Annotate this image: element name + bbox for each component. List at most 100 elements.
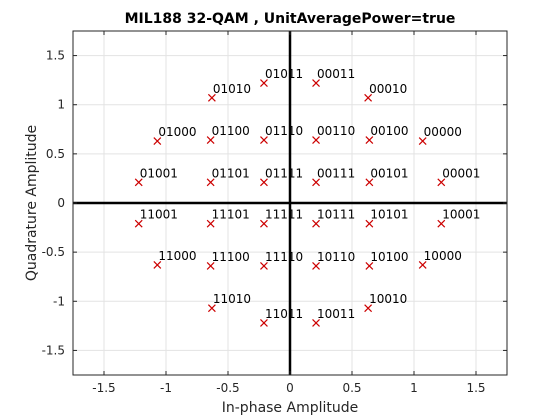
x-tick-label: 0 — [286, 381, 294, 395]
point-label: 11110 — [265, 250, 303, 264]
y-tick-label: 1 — [57, 98, 65, 112]
x-tick-label: -0.5 — [216, 381, 239, 395]
constellation-point-10010: 10010 — [364, 292, 407, 313]
plot-frame — [72, 30, 508, 376]
y-tick-label: -0.5 — [42, 245, 65, 259]
point-label: 10110 — [317, 250, 355, 264]
constellation-point-10101: 10101 — [365, 208, 409, 228]
point-label: 11010 — [213, 292, 251, 306]
constellation-point-01011: 01011 — [260, 67, 303, 88]
constellation-point-00010: 00010 — [364, 82, 407, 102]
x-marker-stroke — [206, 178, 215, 187]
x-marker-stroke — [206, 136, 215, 145]
x-marker-stroke — [418, 260, 427, 269]
x-marker-stroke — [207, 93, 216, 102]
x-tick-label: 1 — [410, 381, 418, 395]
y-tick-label: 1.5 — [46, 49, 65, 63]
y-tick-label: 0.5 — [46, 147, 65, 161]
constellation-point-11101: 11101 — [206, 208, 250, 228]
point-label: 11000 — [158, 249, 196, 263]
x-marker-stroke — [312, 136, 320, 145]
point-label: 10001 — [442, 208, 480, 222]
data-points: 00000 00001 00010 00011 00100 00101 00110 00111… — [134, 67, 480, 327]
x-axis-title: In-phase Amplitude — [222, 400, 359, 416]
point-label: 10100 — [370, 250, 408, 264]
point-label: 00000 — [424, 125, 462, 139]
point-label: 01001 — [140, 166, 178, 180]
constellation-point-01100: 01100 — [206, 124, 250, 145]
y-axis-title: Quadrature Amplitude — [24, 125, 40, 281]
point-label: 00110 — [317, 124, 355, 138]
constellation-point-10001: 10001 — [437, 208, 480, 228]
x-tick-label: 0.5 — [342, 381, 361, 395]
point-label: 11101 — [212, 208, 250, 222]
constellation-point-01000: 01000 — [153, 125, 197, 146]
x-marker-stroke — [364, 304, 373, 313]
constellation-point-00110: 00110 — [312, 124, 355, 145]
y-tick-label: 0 — [57, 196, 65, 210]
point-label: 00100 — [370, 124, 408, 138]
x-marker-stroke — [260, 79, 268, 88]
constellation-point-01110: 01110 — [260, 124, 303, 145]
constellation-point-11000: 11000 — [153, 249, 197, 269]
x-marker-stroke — [312, 178, 320, 187]
constellation-point-10111: 10111 — [312, 208, 355, 228]
point-label: 11111 — [265, 208, 303, 222]
constellation-point-00100: 00100 — [365, 124, 409, 145]
x-marker-stroke — [418, 137, 427, 146]
constellation-point-11111: 11111 — [260, 208, 303, 228]
x-marker-stroke — [134, 178, 143, 187]
constellation-point-10011: 10011 — [312, 307, 355, 327]
constellation-point-01001: 01001 — [134, 166, 178, 187]
constellation-point-11001: 11001 — [134, 208, 178, 228]
constellation-point-00101: 00101 — [365, 166, 409, 187]
constellation-point-01101: 01101 — [206, 166, 250, 187]
x-marker-stroke — [206, 261, 215, 270]
x-marker-stroke — [153, 260, 162, 269]
point-label: 01100 — [212, 124, 250, 138]
x-marker-stroke — [312, 318, 320, 327]
x-marker-stroke — [365, 178, 374, 187]
point-label: 00010 — [369, 82, 407, 96]
y-tick-label: -1.5 — [42, 343, 65, 357]
point-label: 11001 — [140, 208, 178, 222]
x-marker-stroke — [437, 178, 446, 187]
x-marker-stroke — [207, 304, 216, 313]
point-label: 01111 — [265, 166, 303, 180]
point-label: 00101 — [370, 166, 408, 180]
constellation-point-01111: 01111 — [260, 166, 303, 187]
point-label: 11100 — [212, 250, 250, 264]
x-marker-stroke — [260, 261, 268, 270]
point-label: 10000 — [424, 249, 462, 263]
x-tick-label: -1 — [160, 381, 172, 395]
point-label: 00001 — [442, 166, 480, 180]
point-label: 01011 — [265, 67, 303, 81]
x-marker-stroke — [260, 136, 268, 145]
x-tick-label: 1.5 — [466, 381, 485, 395]
x-marker-stroke — [312, 219, 320, 228]
constellation-point-00001: 00001 — [437, 166, 480, 187]
x-marker-stroke — [437, 219, 446, 228]
x-marker-stroke — [365, 136, 374, 145]
constellation-point-10000: 10000 — [418, 249, 462, 269]
constellation-point-00000: 00000 — [418, 125, 462, 146]
constellation-point-00111: 00111 — [312, 166, 355, 187]
x-marker-stroke — [312, 261, 320, 270]
zero-axes — [73, 31, 507, 375]
constellation-point-10110: 10110 — [312, 250, 355, 270]
constellation-point-11011: 11011 — [260, 307, 303, 327]
x-marker-stroke — [365, 219, 374, 228]
x-marker-stroke — [260, 219, 268, 228]
x-marker-stroke — [260, 318, 268, 327]
constellation-point-00011: 00011 — [312, 67, 355, 88]
x-marker-stroke — [260, 178, 268, 187]
x-marker-stroke — [134, 219, 143, 228]
point-label: 00011 — [317, 67, 355, 81]
chart-title: MIL188 32-QAM , UnitAveragePower=true — [125, 11, 456, 27]
x-marker-stroke — [153, 137, 162, 146]
constellation-point-11100: 11100 — [206, 250, 250, 270]
y-tick-label: -1 — [53, 294, 65, 308]
x-marker-stroke — [364, 93, 373, 102]
